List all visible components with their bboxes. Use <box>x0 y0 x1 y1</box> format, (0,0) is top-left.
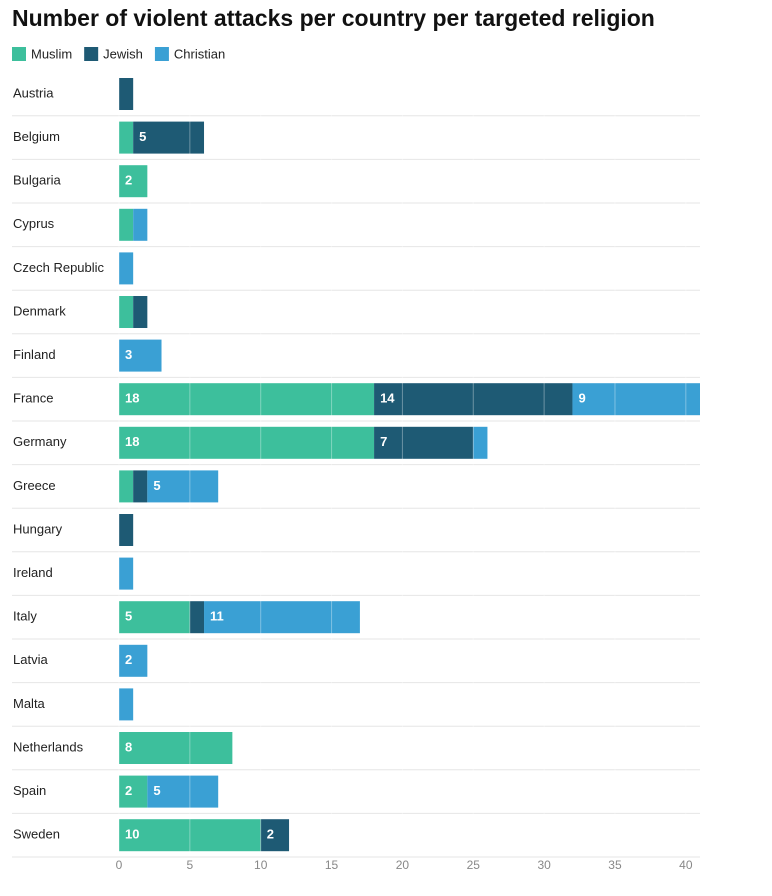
data-label: 3 <box>125 347 132 362</box>
data-label: 9 <box>578 391 585 406</box>
data-label: 5 <box>153 783 160 798</box>
y-tick-label: Denmark <box>13 303 66 318</box>
data-label: 5 <box>125 609 132 624</box>
data-label: 11 <box>210 609 224 624</box>
legend-swatch <box>84 47 99 61</box>
bar-segment <box>189 601 205 634</box>
data-label: 2 <box>125 652 132 667</box>
bar-segment <box>119 208 134 241</box>
y-tick-label: Ireland <box>13 565 53 580</box>
bar-segment <box>119 252 134 285</box>
y-tick-label: France <box>13 391 53 406</box>
bar-segment <box>119 426 375 459</box>
bar-segment <box>119 339 162 372</box>
y-tick-label: Austria <box>13 85 54 100</box>
bar-segment <box>133 121 205 154</box>
bar-segment <box>133 470 148 503</box>
bar-segment <box>374 383 573 416</box>
y-tick-label: Cyprus <box>13 216 55 231</box>
data-label: 5 <box>153 478 160 493</box>
bar-segment <box>119 644 148 677</box>
y-tick-label: Italy <box>13 609 37 624</box>
bar-segment <box>374 426 474 459</box>
y-tick-label: Hungary <box>13 521 63 536</box>
chart-title: Number of violent attacks per country pe… <box>12 5 655 31</box>
data-label: 2 <box>267 827 274 842</box>
y-tick-label: Netherlands <box>13 739 84 754</box>
bar-segment <box>119 557 134 590</box>
x-tick-label: 30 <box>537 858 551 872</box>
legend-label: Muslim <box>31 46 72 61</box>
data-label: 5 <box>139 129 146 144</box>
legend-swatch <box>154 47 169 61</box>
y-tick-label: Spain <box>13 783 46 798</box>
x-tick-label: 5 <box>187 858 194 872</box>
x-tick-label: 20 <box>396 858 410 872</box>
bar-segment <box>119 819 261 852</box>
y-tick-label: Czech Republic <box>13 260 105 275</box>
bar-segment <box>147 775 219 808</box>
bar-segment <box>119 165 148 198</box>
y-tick-label: Sweden <box>13 827 60 842</box>
x-tick-label: 15 <box>325 858 339 872</box>
bar-segment <box>204 601 360 634</box>
data-label: 18 <box>125 434 139 449</box>
y-tick-label: Malta <box>13 696 46 711</box>
legend-label: Jewish <box>103 46 143 61</box>
bar-segment <box>119 601 190 634</box>
x-tick-label: 0 <box>116 858 123 872</box>
bar-segment <box>133 296 148 328</box>
bar-segment <box>119 514 134 546</box>
data-label: 18 <box>125 391 139 406</box>
y-tick-label: Bulgaria <box>13 173 61 188</box>
legend-swatch <box>12 47 26 61</box>
bar-segment <box>119 775 148 808</box>
bar-segment <box>133 208 148 241</box>
bar-segment <box>119 78 134 110</box>
data-label: 8 <box>125 739 132 754</box>
x-tick-label: 35 <box>608 858 622 872</box>
y-tick-label: Finland <box>13 347 56 362</box>
y-tick-label: Germany <box>13 434 67 449</box>
x-tick-label: 40 <box>679 858 693 872</box>
y-tick-label: Latvia <box>13 652 48 667</box>
y-tick-label: Belgium <box>13 129 60 144</box>
data-label: 14 <box>380 391 395 406</box>
bar-segment <box>119 470 134 503</box>
data-label: 2 <box>125 783 132 798</box>
bar-segment <box>119 383 375 416</box>
data-label: 7 <box>380 434 387 449</box>
legend-label: Christian <box>174 46 225 61</box>
bar-segment <box>119 688 134 721</box>
bar-segment <box>572 383 700 416</box>
bar-segment <box>473 426 488 459</box>
bar-segment <box>119 121 134 154</box>
x-tick-label: 25 <box>467 858 481 872</box>
bar-segment <box>119 732 233 764</box>
data-label: 2 <box>125 173 132 188</box>
bar-segment <box>119 296 134 328</box>
bar-segment <box>147 470 219 503</box>
bar-segment <box>260 819 290 852</box>
y-tick-label: Greece <box>13 478 56 493</box>
data-label: 10 <box>125 827 139 842</box>
x-tick-label: 10 <box>254 858 268 872</box>
